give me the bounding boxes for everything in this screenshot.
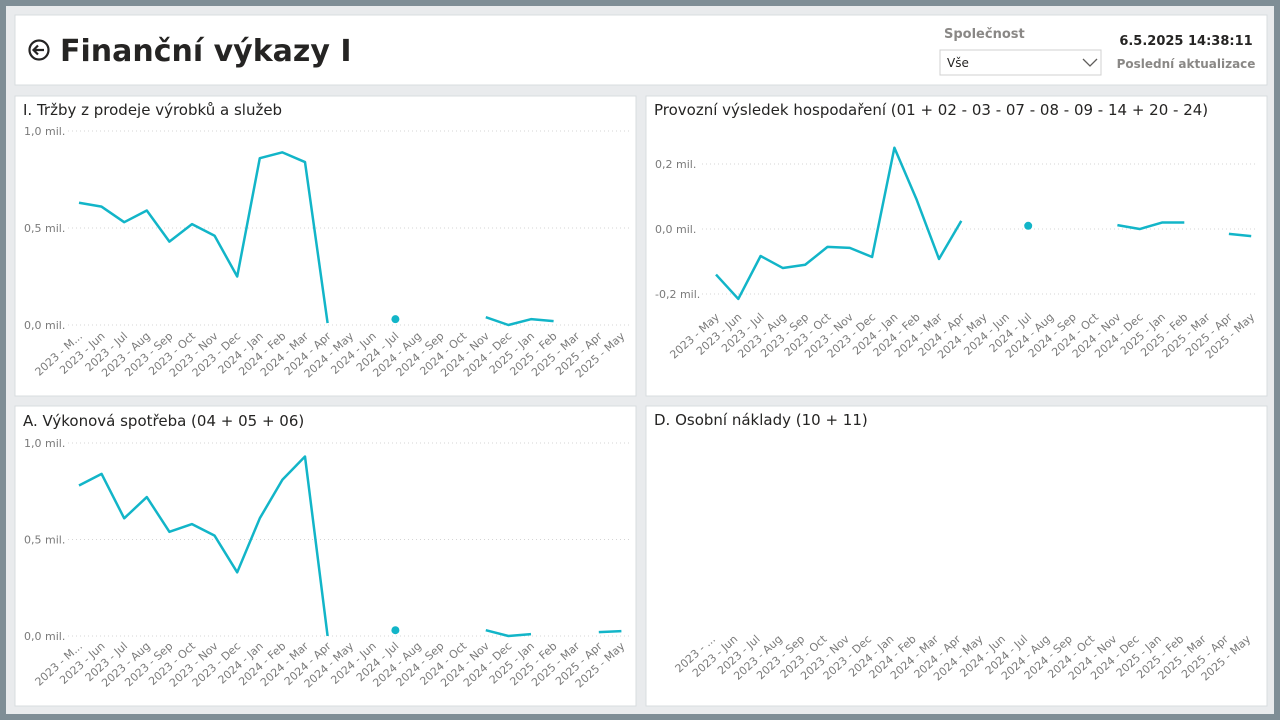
line-series xyxy=(78,455,329,637)
chart-title: D. Osobní náklady (10 + 11) xyxy=(654,411,868,429)
y-tick-label: 1,0 mil. xyxy=(24,125,65,138)
filter-dropdown[interactable]: Vše xyxy=(939,49,1102,76)
y-tick-label: 1,0 mil. xyxy=(24,437,65,450)
line-series xyxy=(485,316,554,327)
y-tick-label: 0,0 mil. xyxy=(24,630,65,643)
dropdown-value[interactable]: Vše xyxy=(947,56,969,70)
back-icon[interactable] xyxy=(28,39,50,61)
line-series xyxy=(1228,232,1252,238)
line-series xyxy=(598,629,622,634)
timestamp-label: Poslední aktualizace xyxy=(1117,57,1256,71)
chart-title: Provozní výsledek hospodaření (01 + 02 -… xyxy=(654,101,1208,119)
chart-title: I. Tržby z prodeje výrobků a služeb xyxy=(23,101,282,119)
dropdown-box[interactable] xyxy=(939,49,1102,76)
filter-label: Společnost xyxy=(944,27,1025,42)
y-tick-label: 0,5 mil. xyxy=(24,534,65,547)
y-tick-label: -0,2 mil. xyxy=(655,288,700,301)
line-series xyxy=(78,151,329,324)
chart-panel xyxy=(645,405,1268,707)
y-tick-label: 0,0 mil. xyxy=(24,319,65,332)
data-point xyxy=(391,315,400,324)
data-point xyxy=(391,626,400,635)
line-series xyxy=(1117,221,1185,231)
timestamp: 6.5.2025 14:38:11 xyxy=(1119,34,1252,49)
chart-panel xyxy=(14,95,637,397)
chart-title: A. Výkonová spotřeba (04 + 05 + 06) xyxy=(23,412,304,430)
page-title: Finanční výkazy I xyxy=(60,34,352,69)
chart-panel xyxy=(14,405,637,707)
dropdown-chevron[interactable] xyxy=(1082,58,1098,67)
back-button[interactable] xyxy=(28,39,50,61)
chart-panel xyxy=(645,95,1268,397)
y-tick-label: 0,2 mil. xyxy=(655,158,696,171)
line-series xyxy=(485,629,532,638)
back-arrow[interactable] xyxy=(31,44,45,56)
y-tick-label: 0,5 mil. xyxy=(24,222,65,235)
y-tick-label: 0,0 mil. xyxy=(655,223,696,236)
data-point xyxy=(1024,221,1033,230)
line-series xyxy=(715,146,963,301)
